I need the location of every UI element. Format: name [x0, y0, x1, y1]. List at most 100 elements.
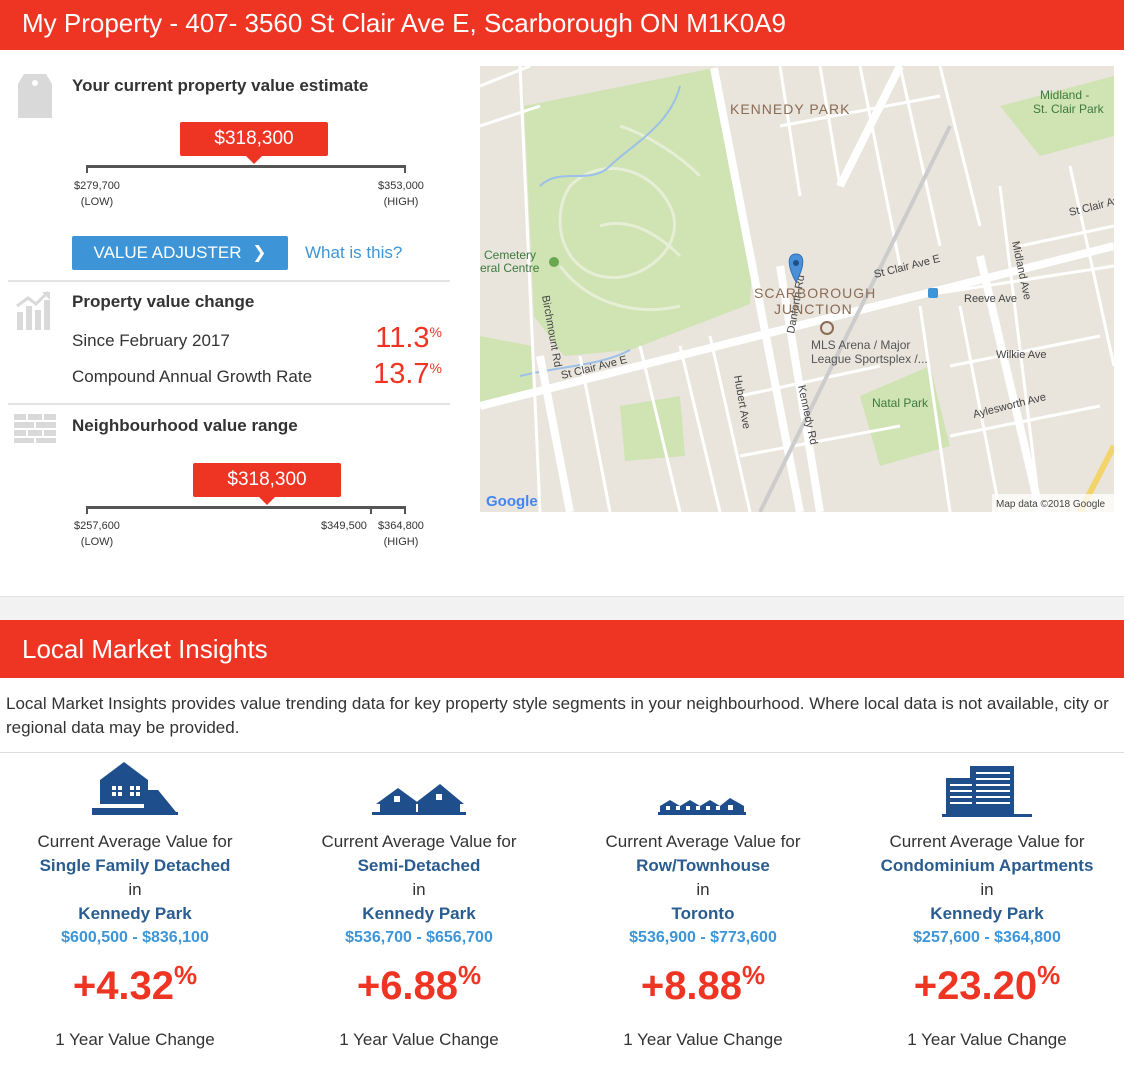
brick-wall-icon — [12, 412, 58, 444]
card-lead: Current Average Value for — [889, 832, 1085, 851]
map-label-cemetery: Cemetery — [484, 248, 536, 262]
park-area — [620, 396, 685, 461]
divider — [0, 752, 1124, 753]
card-type: Semi-Detached — [357, 856, 481, 875]
price-tag-icon — [16, 72, 54, 120]
creek — [539, 85, 681, 187]
map-label-scarborough: SCARBOROUGH — [754, 285, 876, 301]
chevron-right-icon: ❯ — [252, 243, 267, 262]
semi-detached-house-icon — [284, 760, 554, 820]
svg-text:St Clair Ave E: St Clair Ave E — [873, 253, 942, 281]
card-in: in — [980, 880, 994, 899]
major-streets — [480, 66, 1114, 512]
insights-intro: Local Market Insights provides value tre… — [6, 694, 1109, 737]
google-logo: Google — [486, 493, 538, 510]
growth-chart-icon — [14, 290, 54, 332]
card-range: $600,500 - $836,100 — [61, 929, 209, 946]
neighbourhood-high: $364,800 (HIGH) — [378, 520, 424, 548]
since-value: 11.3% — [375, 322, 442, 354]
card-area: Toronto — [671, 904, 735, 923]
estimate-range-bar — [86, 165, 406, 168]
poi-icon — [549, 257, 559, 267]
neighbourhood-range-bar — [86, 506, 406, 509]
svg-text:Hubert Ave: Hubert Ave — [731, 374, 752, 429]
since-label: Since February 2017 — [72, 331, 230, 350]
single-family-house-icon — [0, 760, 270, 820]
estimate-title: Your current property value estimate — [72, 76, 369, 95]
card-in: in — [412, 880, 426, 899]
map-label-kennedy-park: KENNEDY PARK — [730, 101, 850, 117]
card-type: Single Family Detached — [39, 856, 231, 875]
page-title: My Property - 407- 3560 St Clair Ave E, … — [22, 8, 786, 38]
card-change: +4.32% — [72, 960, 198, 1008]
svg-text:Reeve Ave: Reeve Ave — [964, 293, 1017, 305]
neighbourhood-mid: $349,500 — [321, 520, 367, 532]
map-label-midland: Midland - — [1040, 88, 1089, 102]
card-footer: 1 Year Value Change — [55, 1030, 215, 1049]
card-footer: 1 Year Value Change — [623, 1030, 783, 1049]
what-is-this-link[interactable]: What is this? — [305, 243, 403, 262]
map-label-funeral: eral Centre — [480, 261, 540, 275]
value-adjuster-button[interactable]: VALUE ADJUSTER ❯ — [72, 236, 288, 270]
range-tick — [86, 506, 88, 514]
map-label-mls-1: MLS Arena / Major — [811, 338, 910, 352]
map-credit-bg — [992, 494, 1114, 512]
estimate-value-badge: $318,300 — [180, 122, 328, 164]
change-title: Property value change — [72, 292, 255, 311]
card-type: Condominium Apartments — [880, 856, 1094, 875]
property-map[interactable]: St Clair Ave E St Clair Ave E St Clair A… — [480, 66, 1114, 512]
neighbourhood-value-badge: $318,300 — [193, 463, 341, 505]
range-tick — [404, 165, 406, 173]
svg-text:Wilkie Ave: Wilkie Ave — [996, 349, 1047, 361]
condo-building-icon — [852, 760, 1122, 820]
park-area — [480, 336, 534, 406]
cagr-label: Compound Annual Growth Rate — [72, 367, 313, 386]
arena-icon — [820, 321, 834, 335]
neighbourhood-title: Neighbourhood value range — [72, 416, 298, 435]
card-area: Kennedy Park — [362, 904, 476, 923]
card-area: Kennedy Park — [930, 904, 1044, 923]
card-range: $536,900 - $773,600 — [629, 929, 777, 946]
map-label-mls-2: League Sportsplex /... — [811, 352, 928, 366]
location-pin-icon[interactable] — [788, 253, 804, 284]
divider — [8, 280, 450, 282]
townhouse-icon — [568, 760, 838, 820]
card-change: +6.88% — [356, 960, 482, 1008]
rail-line — [758, 125, 952, 512]
svg-text:St Clair Ave E: St Clair Ave E — [1068, 191, 1114, 219]
range-tick — [404, 506, 406, 514]
card-footer: 1 Year Value Change — [907, 1030, 1067, 1049]
header-bar: My Property - 407- 3560 St Clair Ave E, … — [0, 0, 1124, 50]
card-in: in — [128, 880, 142, 899]
divider — [8, 403, 450, 405]
range-tick — [370, 506, 372, 514]
card-in: in — [696, 880, 710, 899]
insights-title: Local Market Insights — [22, 634, 268, 664]
kennedy-park-area — [524, 68, 752, 356]
range-tick — [86, 165, 88, 173]
card-type: Row/Townhouse — [636, 856, 770, 875]
cagr-value: 13.7% — [373, 358, 442, 390]
section-separator — [0, 596, 1124, 620]
card-footer: 1 Year Value Change — [339, 1030, 499, 1049]
card-area: Kennedy Park — [78, 904, 192, 923]
transit-icon — [928, 288, 938, 298]
midland-park-area — [1000, 76, 1114, 156]
map-credit: Map data ©2018 Google — [996, 499, 1106, 510]
card-lead: Current Average Value for — [37, 832, 233, 851]
map-label-st-clair-park: St. Clair Park — [1033, 102, 1105, 116]
estimate-low: $279,700 (LOW) — [74, 180, 120, 208]
insights-header-bar: Local Market Insights — [0, 620, 1124, 678]
card-change: +23.20% — [913, 960, 1061, 1008]
map-label-junction: JUNCTION — [774, 301, 853, 317]
map-label-natal-park: Natal Park — [872, 396, 929, 410]
card-change: +8.88% — [640, 960, 766, 1008]
card-lead: Current Average Value for — [605, 832, 801, 851]
park-paths — [558, 124, 702, 312]
card-range: $536,700 - $656,700 — [345, 929, 493, 946]
natal-park-area — [860, 366, 950, 466]
card-range: $257,600 - $364,800 — [913, 929, 1061, 946]
neighbourhood-low: $257,600 (LOW) — [74, 520, 120, 548]
card-lead: Current Average Value for — [321, 832, 517, 851]
estimate-high: $353,000 (HIGH) — [378, 180, 424, 208]
